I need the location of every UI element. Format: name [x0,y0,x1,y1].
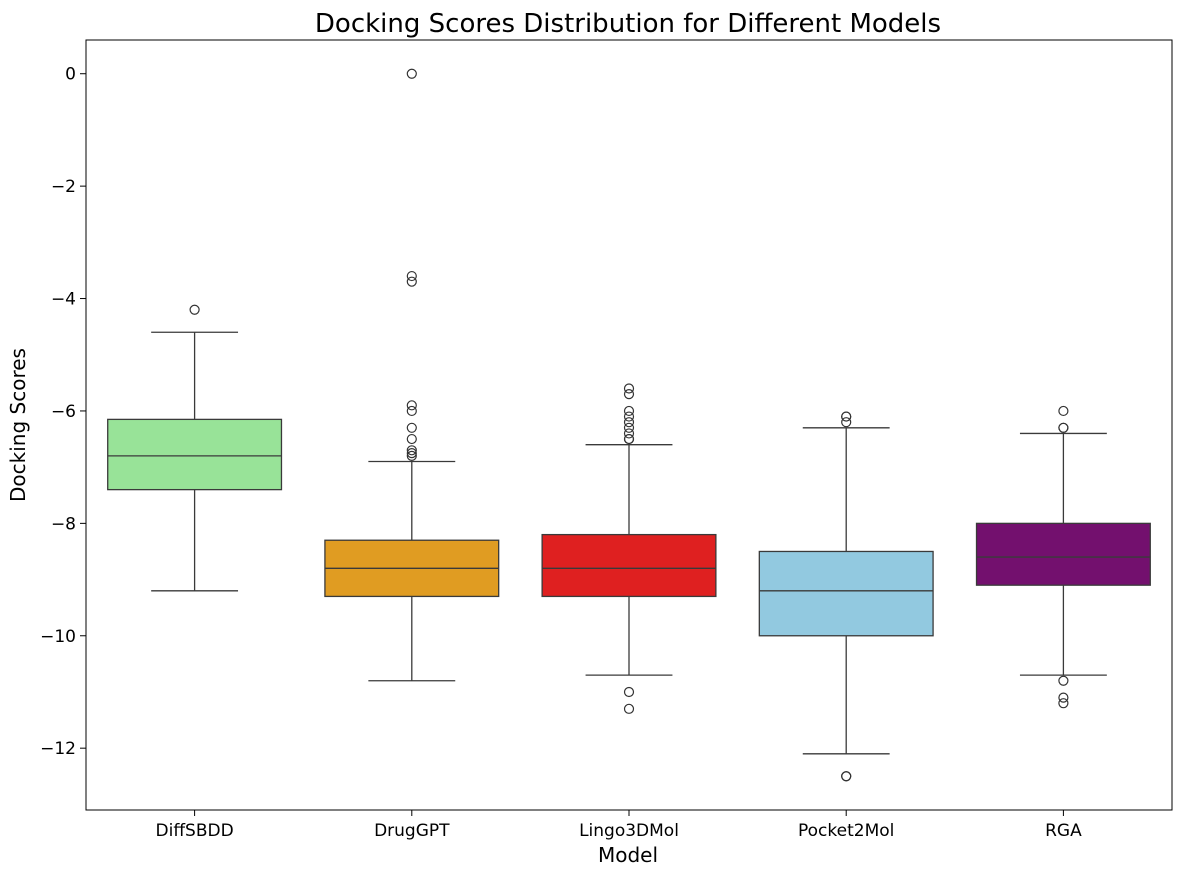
outlier-point [623,433,635,445]
x-tick-label: Lingo3DMol [579,821,679,841]
outlier-point [406,68,417,79]
x-axis-label: Model [598,843,658,867]
box-diffsbdd [107,418,283,491]
outlier-point [1058,405,1069,417]
chart-title: Docking Scores Distribution for Differen… [315,9,941,39]
outlier-point [623,383,635,394]
y-tick-label: 0 [65,65,76,85]
outlier-point [406,422,417,433]
plot-frame [85,39,1173,811]
outlier-point [1058,698,1069,709]
outlier-point [406,270,417,282]
outlier-point [623,388,635,400]
y-tick-label: −8 [51,514,76,534]
outlier-point [623,411,635,422]
outlier-point [841,417,852,428]
outlier-point [406,400,417,411]
x-tick-label: DiffSBDD [156,821,234,841]
outlier-point [1058,422,1069,433]
y-tick-label: −4 [51,290,76,310]
outlier-point [406,405,417,417]
outlier-point [406,433,417,445]
outlier-point [623,428,635,439]
outlier-point [406,445,417,456]
outlier-point [189,304,200,315]
outlier-point [623,422,635,433]
box-rga [975,522,1151,586]
outlier-point [623,703,635,714]
y-tick-label: −12 [40,739,76,759]
outlier-point [406,448,417,459]
outlier-point [1058,692,1069,703]
outlier-point [406,276,417,287]
y-tick-label: −10 [40,627,76,647]
outlier-point [1058,675,1069,686]
outlier-point [841,411,852,422]
y-axis-label: Docking Scores [6,348,30,502]
outlier-point [623,405,635,417]
box-lingo3dmol [541,533,717,598]
x-tick-label: RGA [1045,821,1082,841]
plot-area: DiffSBDD DrugGPT Lingo3DMol Pocket2Mol RGA 0 −… [40,39,1173,841]
y-tick-label: −6 [51,402,76,422]
x-tick-label: Pocket2Mol [798,821,894,841]
box-pocket2mol [758,550,934,637]
outlier-point [841,771,852,782]
outlier-point [406,450,417,462]
y-tick-label: −2 [51,177,76,197]
x-tick-label: DrugGPT [374,821,450,841]
outlier-point [623,686,635,698]
outlier-point [623,417,635,428]
